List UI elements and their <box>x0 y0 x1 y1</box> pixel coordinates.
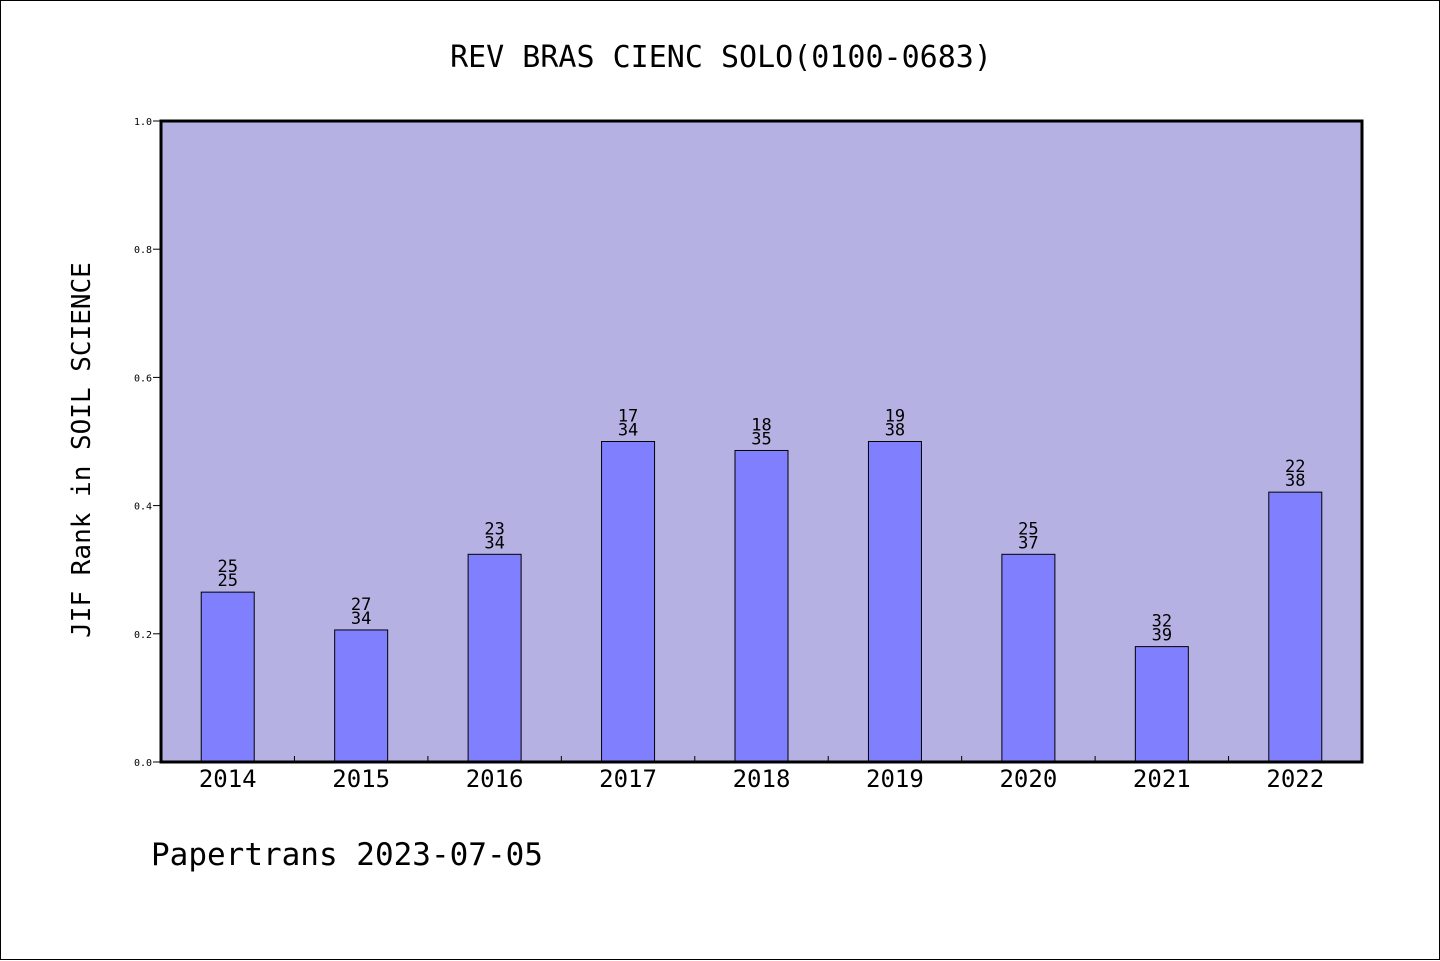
bar-2017 <box>601 441 656 763</box>
chart-title: REV BRAS CIENC SOLO(0100-0683) <box>450 40 992 75</box>
bar-rank-label: 25 <box>1018 519 1038 539</box>
x-tick-label: 2016 <box>466 765 524 793</box>
bar-total-label: 37 <box>1018 533 1038 553</box>
bar-2015 <box>334 629 389 763</box>
bar-rank-label: 25 <box>217 557 237 577</box>
bar-2020 <box>1001 553 1056 763</box>
bar-2019 <box>867 441 922 763</box>
x-axis-ticks: 2014 2015 2016 2017 2018 2019 2020 2021 2022 <box>199 756 1324 793</box>
bar-2018 <box>734 449 789 763</box>
y-tick-label: 0.0 <box>134 758 152 769</box>
bar-total-label: 35 <box>751 429 771 449</box>
y-tick-label: 0.8 <box>134 245 152 256</box>
y-axis-ticks: 0.0 0.2 0.4 0.6 0.8 1.0 <box>134 117 161 769</box>
x-tick-label: 2014 <box>199 765 257 793</box>
y-tick-label: 0.2 <box>134 630 152 641</box>
bar-2022 <box>1268 491 1323 763</box>
x-tick-label: 2021 <box>1133 765 1191 793</box>
x-tick-label: 2018 <box>733 765 791 793</box>
bar-total-label: 34 <box>484 533 504 553</box>
x-tick-label: 2022 <box>1266 765 1324 793</box>
bar-total-label: 34 <box>351 609 371 629</box>
y-axis-label: JIF Rank in SOIL SCIENCE <box>67 262 97 638</box>
bar-rank-label: 18 <box>751 415 771 435</box>
y-tick-label: 1.0 <box>134 117 152 128</box>
y-tick-label: 0.4 <box>134 502 152 513</box>
bar-rank-label: 19 <box>885 407 905 427</box>
bar-total-label: 39 <box>1152 626 1172 646</box>
bar-2016 <box>467 553 522 763</box>
bar-total-label: 38 <box>1285 471 1305 491</box>
bar-rank-label: 32 <box>1152 612 1172 632</box>
bar-rank-label: 23 <box>484 519 504 539</box>
plot-border <box>159 119 1364 764</box>
bar-rank-label: 27 <box>351 595 371 615</box>
x-tick-label: 2015 <box>332 765 390 793</box>
y-tick-label: 0.6 <box>134 373 152 384</box>
x-tick-label: 2019 <box>866 765 924 793</box>
x-tick-label: 2020 <box>999 765 1057 793</box>
bar-rank-label: 17 <box>618 407 638 427</box>
bar-2014 <box>200 591 255 763</box>
bar-total-label: 25 <box>217 571 237 591</box>
bar-total-label: 34 <box>618 421 638 441</box>
bar-rank-label: 22 <box>1285 457 1305 477</box>
footer-text: Papertrans 2023-07-05 <box>151 837 543 873</box>
bars <box>200 441 1323 763</box>
bar-total-label: 38 <box>885 421 905 441</box>
bar-2021 <box>1134 646 1189 763</box>
x-tick-label: 2017 <box>599 765 657 793</box>
